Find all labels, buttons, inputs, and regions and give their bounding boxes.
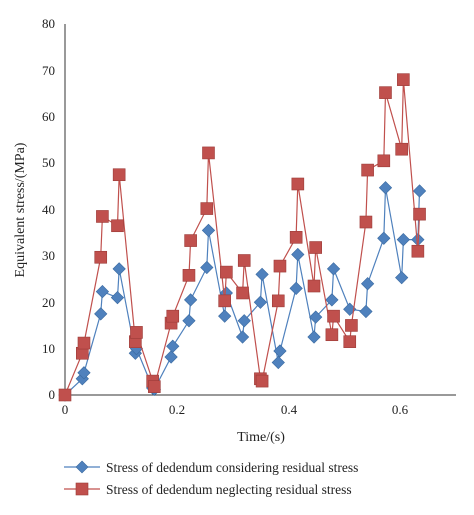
- data-point-square: [94, 250, 108, 264]
- data-point-square: [273, 259, 287, 273]
- data-point-square: [397, 73, 410, 86]
- legend-square-marker: [75, 482, 89, 496]
- data-point-square: [236, 286, 249, 300]
- x-tick-label: 0.4: [281, 402, 298, 417]
- series-neglecting-residual-stress: [58, 73, 426, 402]
- series-line: [64, 79, 421, 396]
- data-point-square: [309, 241, 322, 254]
- data-point-square: [327, 309, 340, 323]
- legend-label: Stress of dedendum considering residual …: [106, 460, 358, 475]
- data-point-square: [111, 219, 124, 233]
- data-point-square: [411, 244, 425, 258]
- y-tick-label: 10: [42, 341, 55, 356]
- data-point-square: [291, 177, 305, 191]
- data-point-square: [148, 380, 161, 393]
- data-point-diamond: [110, 290, 125, 305]
- data-point-square: [58, 388, 72, 402]
- data-point-diamond: [359, 304, 373, 319]
- data-point-diamond: [164, 350, 178, 364]
- data-point-square: [345, 319, 358, 332]
- data-point-diamond: [237, 314, 251, 328]
- data-point-diamond: [326, 262, 341, 276]
- data-point-diamond: [396, 233, 410, 247]
- data-point-diamond: [112, 262, 126, 276]
- data-point-square: [184, 234, 197, 247]
- data-point-square: [289, 231, 303, 244]
- data-point-square: [413, 207, 426, 221]
- data-point-square: [96, 210, 109, 223]
- data-point-diamond: [412, 184, 427, 198]
- legend-diamond-marker: [75, 460, 89, 474]
- x-tick-label: 0.2: [169, 402, 185, 417]
- data-point-square: [202, 146, 215, 160]
- y-tick-label: 60: [42, 109, 55, 124]
- x-tick-label: 0: [62, 402, 69, 417]
- data-point-diamond: [289, 281, 303, 295]
- data-point-diamond: [309, 310, 323, 324]
- series-line: [64, 187, 421, 396]
- data-point-square: [77, 336, 91, 350]
- data-point-diamond: [395, 271, 409, 285]
- data-point-square: [343, 335, 357, 348]
- data-point-diamond: [325, 293, 339, 307]
- data-point-diamond: [360, 277, 375, 291]
- data-point-square: [218, 294, 231, 308]
- data-point-diamond: [235, 330, 250, 344]
- data-point-diamond: [273, 344, 287, 358]
- data-point-diamond: [182, 314, 196, 328]
- data-point-square: [361, 163, 374, 177]
- x-tick-labels: 0 0.2 0.4 0.6: [62, 402, 409, 417]
- data-point-square: [377, 154, 391, 168]
- data-point-diamond: [218, 309, 232, 323]
- data-point-diamond: [377, 231, 391, 245]
- data-point-square: [130, 326, 143, 339]
- data-point-diamond: [201, 223, 216, 237]
- legend: Stress of dedendum considering residual …: [64, 460, 358, 497]
- data-point-square: [237, 254, 251, 267]
- data-point-diamond: [200, 260, 214, 275]
- data-point-square: [307, 279, 321, 293]
- y-axis-title: Equivalent stress/(MPa): [13, 142, 28, 277]
- data-point-square: [395, 142, 408, 156]
- data-point-diamond: [271, 355, 285, 370]
- legend-item-neglecting: Stress of dedendum neglecting residual s…: [64, 482, 352, 497]
- data-point-square: [359, 215, 373, 229]
- data-point-diamond: [94, 307, 108, 321]
- data-point-diamond: [184, 293, 198, 307]
- data-point-square: [166, 309, 180, 323]
- data-point-diamond: [378, 181, 393, 195]
- data-point-diamond: [166, 339, 180, 353]
- data-point-diamond: [291, 247, 305, 262]
- y-tick-label: 20: [42, 295, 55, 310]
- data-point-square: [379, 86, 392, 99]
- data-point-square: [255, 374, 269, 388]
- data-point-diamond: [77, 366, 91, 380]
- y-tick-label: 30: [42, 248, 55, 263]
- y-tick-labels: 0 10 20 30 40 50 60 70 80: [42, 16, 55, 402]
- y-tick-label: 70: [42, 63, 55, 78]
- y-tick-label: 80: [42, 16, 55, 31]
- data-point-diamond: [95, 284, 110, 299]
- data-point-diamond: [253, 295, 268, 309]
- data-point-square: [325, 328, 339, 342]
- data-point-square: [182, 269, 196, 282]
- data-point-square: [271, 294, 285, 308]
- legend-item-considering: Stress of dedendum considering residual …: [64, 460, 358, 475]
- data-point-diamond: [307, 330, 321, 344]
- x-tick-label: 0.6: [392, 402, 409, 417]
- data-point-square: [112, 168, 126, 182]
- data-point-square: [220, 265, 233, 279]
- data-point-square: [200, 202, 214, 215]
- data-point-diamond: [255, 267, 269, 282]
- y-tick-label: 40: [42, 202, 55, 217]
- legend-label: Stress of dedendum neglecting residual s…: [106, 482, 352, 497]
- x-axis-title: Time/(s): [237, 430, 285, 445]
- y-tick-label: 50: [42, 155, 55, 170]
- y-tick-label: 0: [49, 387, 56, 402]
